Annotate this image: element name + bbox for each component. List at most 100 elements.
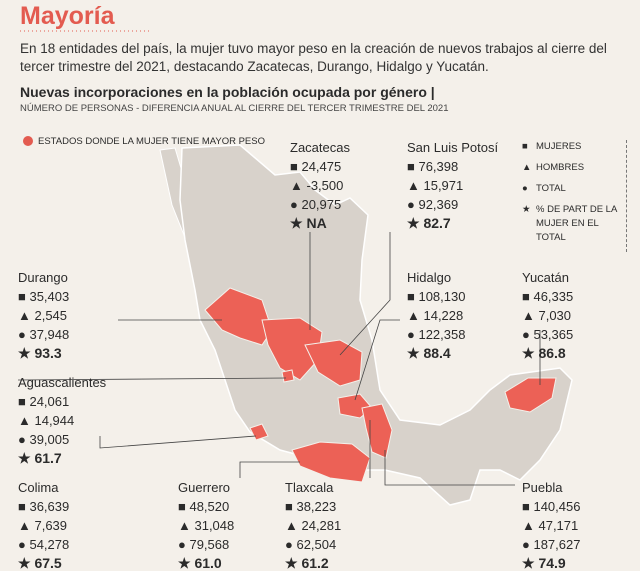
hombres-value: 15,971 [423, 178, 464, 193]
state-participacion: ★ 93.3 [18, 344, 69, 363]
state-participacion: ★ 61.7 [18, 449, 106, 468]
symbol: ▲ [18, 308, 35, 323]
participacion-value: 67.5 [34, 555, 62, 571]
participacion-value: 61.2 [301, 555, 329, 571]
symbol: ■ [18, 499, 30, 514]
symbol: ■ [18, 289, 30, 304]
participacion-value: 61.0 [194, 555, 222, 571]
state-participacion: ★ 61.0 [178, 554, 234, 571]
key-label: MUJERES [536, 141, 582, 152]
participacion-value: 61.7 [34, 450, 62, 466]
total-value: 187,627 [533, 537, 581, 552]
state-block: Aguascalientes ■ 24,061 ▲ 14,944 ● 39,005 ★ … [18, 373, 106, 468]
symbol: ▲ [407, 308, 424, 323]
total-value: 37,948 [29, 327, 70, 342]
mujeres-value: 35,403 [29, 289, 70, 304]
state-block: Tlaxcala ■ 38,223 ▲ 24,281 ● 62,504 ★ 61.2 [285, 478, 341, 571]
symbol: ▲ [407, 178, 424, 193]
symbol: ■ [522, 289, 534, 304]
total-value: 79,568 [189, 537, 230, 552]
state-block: Yucatán ■ 46,335 ▲ 7,030 ● 53,365 ★ 86.8 [522, 268, 573, 363]
symbol: ● [407, 197, 419, 212]
symbol: ★ [178, 555, 195, 571]
state-mujeres: ■ 108,130 [407, 287, 465, 306]
symbol: ★ [18, 450, 35, 466]
state-total: ● 187,627 [522, 535, 580, 554]
mujeres-value: 24,061 [29, 394, 70, 409]
state-name: Tlaxcala [285, 480, 334, 495]
total-value: 122,358 [418, 327, 466, 342]
state-hombres: ▲ 31,048 [178, 516, 234, 535]
symbol: ● [522, 537, 534, 552]
state-participacion: ★ 82.7 [407, 214, 498, 233]
leader-lines [17, 232, 541, 486]
state-hombres: ▲ 47,171 [522, 516, 580, 535]
state-block: Zacatecas ■ 24,475 ▲ -3,500 ● 20,975 ★ NA [290, 138, 350, 233]
symbol: ▲ [522, 308, 539, 323]
symbol: ■ [407, 159, 419, 174]
state-participacion: ★ NA [290, 214, 350, 233]
state-mujeres: ■ 38,223 [285, 497, 341, 516]
symbol: ● [407, 327, 419, 342]
slp-shape [304, 339, 363, 387]
leader [339, 232, 391, 356]
key: ■ MUJERES ▲ HOMBRES ● TOTAL ★ % DE PART DE LA M… [522, 140, 627, 252]
state-total: ● 20,975 [290, 195, 350, 214]
state-mujeres: ■ 35,403 [18, 287, 69, 306]
state-total: ● 37,948 [18, 325, 69, 344]
participacion-value: 82.7 [423, 215, 451, 231]
mujeres-value: 108,130 [418, 289, 466, 304]
hombres-value: 24,281 [301, 518, 342, 533]
symbol: ■ [522, 499, 534, 514]
state-total: ● 92,369 [407, 195, 498, 214]
hombres-value: 7,030 [538, 308, 572, 323]
state-name: Puebla [522, 480, 563, 495]
state-participacion: ★ 86.8 [522, 344, 573, 363]
key-label: TOTAL [536, 183, 566, 194]
state-hombres: ▲ 15,971 [407, 176, 498, 195]
state-participacion: ★ 74.9 [522, 554, 580, 571]
state-name: Zacatecas [290, 140, 350, 155]
symbol: ■ [285, 499, 297, 514]
hombres-value: 47,171 [538, 518, 579, 533]
total-value: 39,005 [29, 432, 70, 447]
state-mujeres: ■ 46,335 [522, 287, 573, 306]
state-block: Guerrero ■ 48,520 ▲ 31,048 ● 79,568 ★ 61.0 [178, 478, 234, 571]
puebla-shape [361, 403, 393, 459]
state-name: Durango [18, 270, 68, 285]
symbol: ★ [290, 215, 307, 231]
participacion-value: 88.4 [423, 345, 451, 361]
key-label: % DE PART DE LA MUJER EN EL TOTAL [536, 204, 617, 243]
participacion-value: NA [306, 215, 327, 231]
leader [384, 450, 515, 486]
state-name: San Luis Potosí [407, 140, 499, 155]
state-total: ● 62,504 [285, 535, 341, 554]
symbol: ■ [407, 289, 419, 304]
total-value: 92,369 [418, 197, 459, 212]
total-value: 54,278 [29, 537, 70, 552]
note: NÚMERO DE PERSONAS - DIFERENCIA ANUAL AL… [20, 103, 449, 114]
description: En 18 entidades del país, la mujer tuvo … [20, 41, 607, 74]
state-hombres: ▲ 7,639 [18, 516, 69, 535]
mujeres-value: 24,475 [301, 159, 342, 174]
state-total: ● 39,005 [18, 430, 106, 449]
subtitle: Nuevas incorporaciones en la población o… [20, 84, 435, 100]
state-name: Aguascalientes [18, 375, 107, 390]
hombres-value: -3,500 [306, 178, 344, 193]
state-hombres: ▲ -3,500 [290, 176, 350, 195]
symbol: ★ [522, 555, 539, 571]
yucatan-shape [504, 377, 557, 413]
mujeres-value: 48,520 [189, 499, 230, 514]
key-symbol: ▲ [522, 162, 532, 173]
state-total: ● 122,358 [407, 325, 465, 344]
hombres-value: 14,944 [34, 413, 75, 428]
key-symbol: ■ [522, 141, 528, 152]
state-block: Hidalgo ■ 108,130 ▲ 14,228 ● 122,358 ★ 88.4 [407, 268, 465, 363]
symbol: ★ [407, 215, 424, 231]
symbol: ★ [18, 345, 35, 361]
state-hombres: ▲ 14,228 [407, 306, 465, 325]
state-block: Durango ■ 35,403 ▲ 2,545 ● 37,948 ★ 93.3 [18, 268, 69, 363]
state-hombres: ▲ 2,545 [18, 306, 69, 325]
